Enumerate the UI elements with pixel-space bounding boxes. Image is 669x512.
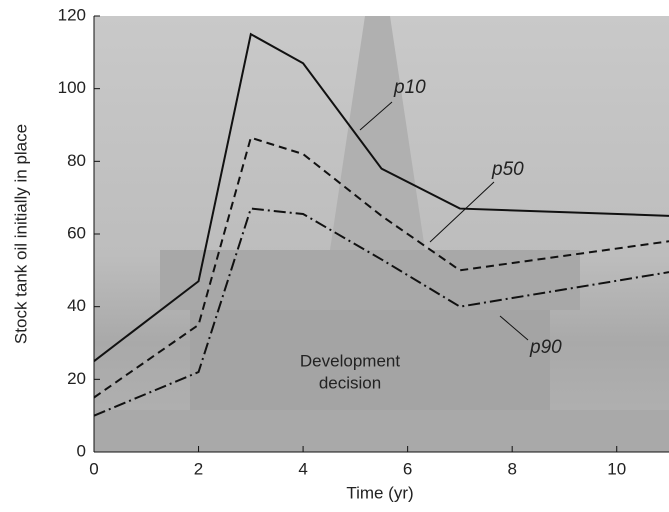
x-axis-label: Time (yr) [346,483,413,502]
series-label: p90 [529,337,562,358]
series-line [93,32,669,362]
series-label: p50 [491,159,524,180]
x-tick-label: 8 [507,459,516,478]
y-tick-label: 120 [58,5,86,24]
series-line [93,207,669,417]
y-tick-label: 60 [67,223,86,242]
leader-lines [359,101,529,341]
x-tick-label: 6 [403,459,412,478]
annotation: decision [319,373,381,392]
annotation: Development [300,351,400,370]
y-tick-label: 20 [67,369,86,388]
y-tick-label: 40 [67,296,86,315]
background-photo [94,16,669,452]
x-tick-label: 10 [607,459,626,478]
x-tick-label: 4 [298,459,307,478]
y-tick-label: 80 [67,151,86,170]
y-tick-label: 0 [77,441,86,460]
y-axis-label: Stock tank oil initially in place [11,124,30,344]
series-label: p10 [393,77,426,98]
x-tick-label: 0 [89,459,98,478]
x-tick-label: 2 [194,459,203,478]
y-tick-label: 100 [58,78,86,97]
